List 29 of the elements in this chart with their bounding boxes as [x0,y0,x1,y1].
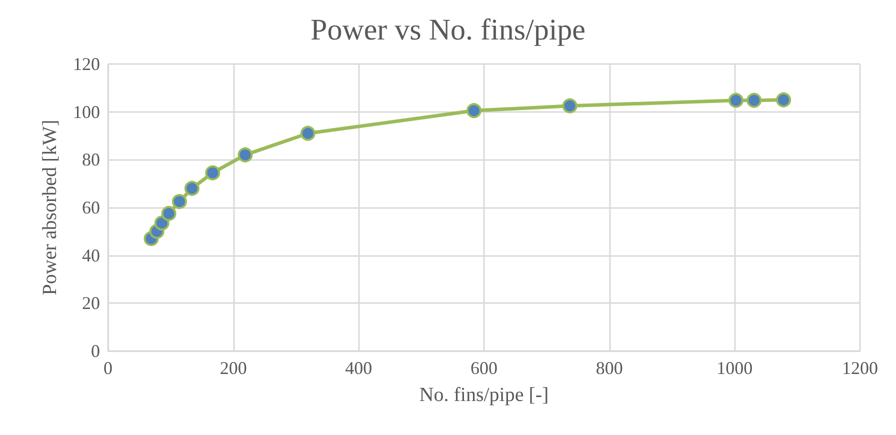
y-tick-label: 40 [82,245,100,266]
x-tick-label: 600 [470,358,498,378]
x-axis-title: No. fins/pipe [-] [419,384,549,406]
x-tick-label: 400 [345,358,372,378]
point [776,92,792,108]
point [172,194,187,210]
y-axis-title: Power absorbed [kW] [39,120,61,296]
point [161,206,176,221]
point [154,216,170,231]
point [300,126,316,141]
point [184,180,200,196]
y-tick-label: 120 [73,54,100,74]
point [746,92,762,108]
point [728,92,744,108]
chart-title: Power vs No. fins/pipe [310,14,586,46]
x-tick-label: 0 [104,358,112,378]
point [205,165,220,180]
x-tick-label: 1200 [842,358,878,378]
y-tick-label: 100 [73,102,100,122]
x-tick-label: 800 [596,358,623,378]
x-tick-label: 1000 [716,358,753,378]
x-tick-label: 200 [220,358,247,378]
point [238,147,253,162]
y-tick-label: 20 [82,293,100,314]
y-tick-label: 0 [91,341,100,361]
y-tick-label: 80 [82,150,100,170]
point [562,98,578,114]
point [466,103,482,118]
y-tick-label: 60 [82,198,100,218]
